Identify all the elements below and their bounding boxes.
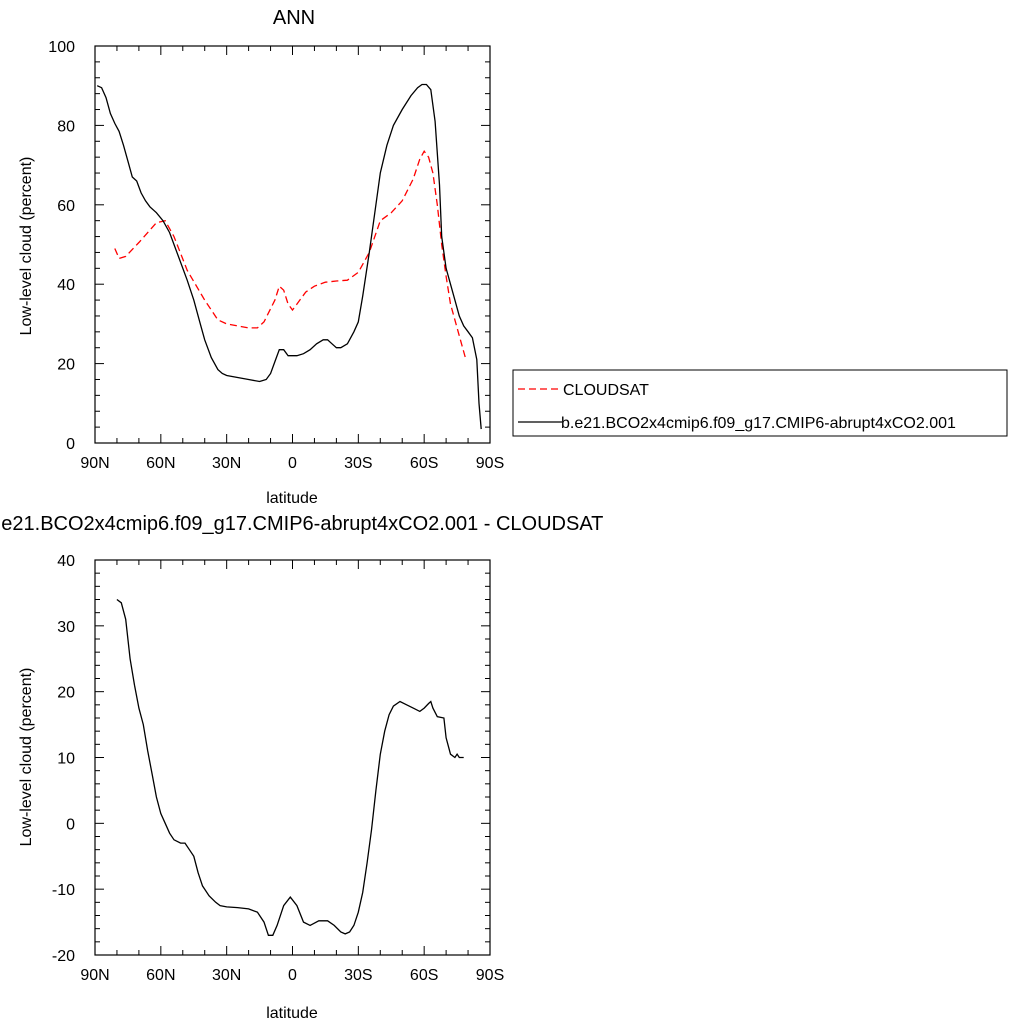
- top-y-axis-label: Low-level cloud (percent): [18, 157, 35, 336]
- legend: CLOUDSAT b.e21.BCO2x4cmip6.f09_g17.CMIP6…: [512, 369, 1008, 437]
- bottom-plot-axes: 90N 60N 30N 0 30S 60S 90S -20 -10 0 10 20 30 40: [52, 553, 504, 984]
- top-x-axis-label: latitude: [266, 490, 318, 507]
- bottom-chart-title: b.e21.BCO2x4cmip6.f09_g17.CMIP6-abrupt4x…: [0, 513, 603, 535]
- bottom-x-tick-label: 30S: [344, 967, 372, 984]
- bottom-x-tick-label: 90N: [80, 967, 109, 984]
- bottom-x-tick-label: 0: [288, 967, 297, 984]
- bottom-x-tick-label: 60N: [146, 967, 175, 984]
- top-plot-axes: 90N 60N 30N 0 30S 60S 90S 0 20 40 60 80 100: [48, 39, 504, 472]
- bottom-series-line-0: [116, 598, 464, 936]
- bottom-y-tick-label: 20: [57, 685, 75, 702]
- legend-box: [512, 369, 1008, 437]
- bottom-plot-frame: [94, 559, 491, 956]
- top-series-line-0: [114, 149, 467, 360]
- bottom-y-tick-label: -10: [52, 882, 75, 899]
- top-x-tick-label: 60S: [410, 455, 438, 472]
- top-x-tick-label: 90S: [476, 455, 504, 472]
- bottom-x-tick-label: 60S: [410, 967, 438, 984]
- bottom-y-axis-label: Low-level cloud (percent): [18, 668, 35, 847]
- bottom-y-tick-label: 30: [57, 619, 75, 636]
- top-x-tick-label: 90N: [80, 455, 109, 472]
- top-x-tick-label: 30N: [212, 455, 241, 472]
- top-panel: ANN Low-level cloud (percent) latitude 9…: [18, 7, 504, 507]
- top-chart-title: ANN: [273, 7, 315, 29]
- bottom-y-tick-label: 10: [57, 751, 75, 768]
- top-plot-frame: [94, 45, 491, 444]
- bottom-x-axis-label: latitude: [266, 1005, 318, 1022]
- bottom-plot-series: [116, 598, 464, 936]
- bottom-x-tick-label: 30N: [212, 967, 241, 984]
- top-y-tick-label: 100: [48, 39, 75, 56]
- bottom-panel: b.e21.BCO2x4cmip6.f09_g17.CMIP6-abrupt4x…: [0, 513, 603, 1022]
- top-x-tick-label: 60N: [146, 455, 175, 472]
- bottom-y-tick-label: 40: [57, 553, 75, 570]
- top-y-tick-label: 40: [57, 277, 75, 294]
- top-y-tick-label: 20: [57, 357, 75, 374]
- top-x-tick-label: 0: [288, 455, 297, 472]
- top-y-tick-label: 80: [57, 118, 75, 135]
- legend-label-cloudsat: CLOUDSAT: [563, 382, 649, 399]
- top-y-tick-label: 60: [57, 198, 75, 215]
- top-x-tick-label: 30S: [344, 455, 372, 472]
- legend-label-model: b.e21.BCO2x4cmip6.f09_g17.CMIP6-abrupt4x…: [561, 415, 956, 432]
- bottom-y-tick-label: -20: [52, 948, 75, 965]
- top-plot-series: [96, 83, 482, 430]
- top-y-tick-label: 0: [66, 436, 75, 453]
- bottom-x-tick-label: 90S: [476, 967, 504, 984]
- bottom-y-tick-label: 0: [66, 816, 75, 833]
- top-series-line-1: [96, 83, 482, 430]
